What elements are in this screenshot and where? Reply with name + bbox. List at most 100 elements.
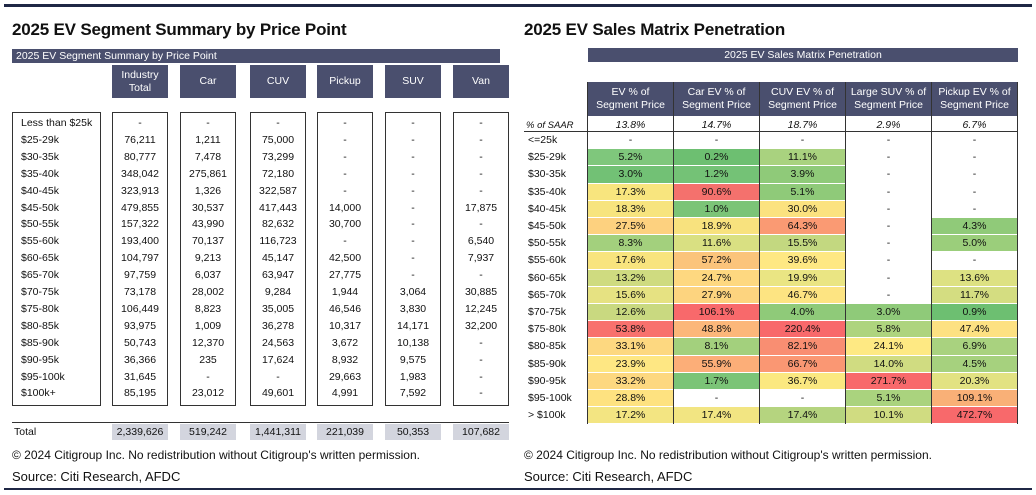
table-cell: 82,632 <box>261 218 295 231</box>
matrix-column-header: EV % of Segment Price <box>588 82 673 116</box>
matrix-cell: 11.6% <box>674 235 760 253</box>
table-cell: - <box>479 370 483 383</box>
table-cell: - <box>479 133 483 146</box>
matrix-cell: 47.4% <box>932 321 1018 339</box>
row-label: $30-35k <box>21 150 59 163</box>
right-panel-title: 2025 EV Sales Matrix Penetration <box>524 20 786 39</box>
matrix-cell: 271.7% <box>846 372 932 390</box>
table-cell: - <box>343 117 347 129</box>
matrix-row-label: $35-40k <box>528 185 566 198</box>
matrix-cell: 23.9% <box>588 355 674 373</box>
total-label: Total <box>14 426 37 438</box>
table-cell: - <box>276 370 280 383</box>
matrix-row-label: $40-45k <box>528 202 566 215</box>
table-cell: - <box>479 387 483 400</box>
value-column-box <box>112 112 168 406</box>
matrix-cell: 0.2% <box>674 149 760 167</box>
matrix-cell: - <box>932 200 1018 218</box>
table-cell: - <box>479 218 483 231</box>
matrix-cell: - <box>932 149 1018 167</box>
matrix-cell: 0.9% <box>932 304 1018 322</box>
value-column-box <box>385 112 441 406</box>
matrix-cell: 3.0% <box>588 166 674 184</box>
matrix-cell: 18.3% <box>588 200 674 218</box>
row-label: $100k+ <box>21 387 56 400</box>
row-label: $95-100k <box>21 370 65 383</box>
matrix-cell: - <box>846 252 932 270</box>
matrix-cell: 13.6% <box>932 269 1018 287</box>
column-header: SUV <box>385 65 441 98</box>
right-source: Source: Citi Research, AFDC <box>524 469 693 484</box>
table-cell: 116,723 <box>259 235 297 248</box>
right-copyright: © 2024 Citigroup Inc. No redistribution … <box>524 448 932 462</box>
column-header: Car <box>180 65 236 98</box>
right-panel-bar: 2025 EV Sales Matrix Penetration <box>588 48 1018 62</box>
matrix-row-label: $90-95k <box>528 374 566 387</box>
table-cell: 4,991 <box>331 387 359 400</box>
matrix-cell: 46.7% <box>760 286 846 304</box>
left-panel-title: 2025 EV Segment Summary by Price Point <box>12 20 347 39</box>
table-cell: 10,138 <box>396 336 430 349</box>
matrix-cell: 17.4% <box>674 407 760 425</box>
matrix-cell: 66.7% <box>760 355 846 373</box>
value-column-box <box>317 112 373 406</box>
table-cell: 1,983 <box>399 370 427 383</box>
table-cell: 6,540 <box>467 235 495 248</box>
table-cell: 73,299 <box>261 150 295 163</box>
total-separator <box>12 422 509 423</box>
table-cell: 14,000 <box>328 201 362 214</box>
matrix-column-border <box>759 82 760 425</box>
table-cell: 417,443 <box>259 201 297 214</box>
matrix-column-border <box>1017 82 1018 425</box>
table-cell: 80,777 <box>123 150 157 163</box>
matrix-cell: 20.3% <box>932 372 1018 390</box>
saar-cell: 2.9% <box>846 117 932 134</box>
matrix-cell: 3.9% <box>760 166 846 184</box>
table-cell: 7,592 <box>399 387 427 400</box>
table-cell: 3,672 <box>331 336 359 349</box>
table-cell: 76,211 <box>124 133 156 146</box>
table-cell: 9,575 <box>399 353 427 366</box>
matrix-cell: 11.7% <box>932 286 1018 304</box>
matrix-column-header: Car EV % of Segment Price <box>674 82 759 116</box>
matrix-cell: - <box>932 183 1018 201</box>
matrix-cell: - <box>846 183 932 201</box>
matrix-cell: - <box>846 149 932 167</box>
total-cell: 221,039 <box>317 424 373 440</box>
table-cell: - <box>206 370 210 383</box>
matrix-cell: - <box>846 166 932 184</box>
matrix-cell: 27.5% <box>588 218 674 236</box>
row-label: $70-75k <box>21 286 59 298</box>
value-column-box <box>250 112 306 406</box>
matrix-cell: 48.8% <box>674 321 760 339</box>
matrix-cell: 472.7% <box>932 407 1018 425</box>
matrix-header-text: Pickup EV % of Segment Price <box>938 86 1011 111</box>
left-source: Source: Citi Research, AFDC <box>12 469 181 484</box>
matrix-column-border <box>931 82 932 425</box>
table-cell: - <box>479 336 483 349</box>
matrix-column-header: Large SUV % of Segment Price <box>846 82 931 116</box>
row-label: $35-40k <box>21 167 59 180</box>
table-cell: 29,663 <box>328 370 362 383</box>
matrix-cell: 17.2% <box>588 407 674 425</box>
matrix-cell: 1.2% <box>674 166 760 184</box>
table-cell: - <box>479 184 483 197</box>
matrix-row-label: $45-50k <box>528 220 566 232</box>
total-cell: 519,242 <box>180 424 236 440</box>
table-cell: 157,322 <box>121 218 159 231</box>
matrix-header-text: Car EV % of Segment Price <box>682 86 751 111</box>
matrix-cell: 82.1% <box>760 338 846 356</box>
matrix-row-label: $95-100k <box>528 392 572 404</box>
row-label: $55-60k <box>21 235 59 248</box>
column-header: CUV <box>250 65 306 98</box>
bottom-rule <box>4 488 1032 490</box>
table-cell: - <box>343 150 347 163</box>
saar-label: % of SAAR <box>526 120 574 131</box>
table-cell: - <box>411 218 415 231</box>
table-cell: 97,759 <box>123 269 157 282</box>
column-header: Industry Total <box>112 65 168 98</box>
matrix-cell: 15.6% <box>588 286 674 304</box>
table-cell: - <box>411 252 415 265</box>
table-cell: - <box>343 133 347 146</box>
matrix-cell: 17.4% <box>760 407 846 425</box>
